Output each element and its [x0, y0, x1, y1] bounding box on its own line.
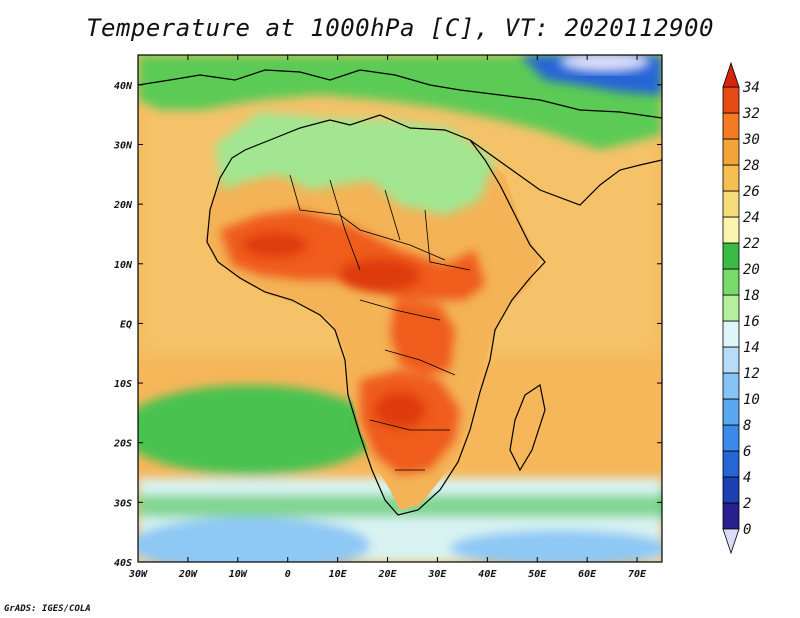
- colorbar-swatch: [722, 320, 740, 348]
- southern-cold-patch-west: [138, 517, 370, 562]
- colorbar-level-label: 10: [743, 392, 760, 408]
- colorbar-level-label: 24: [743, 210, 760, 226]
- colorbar-level-label: 12: [743, 366, 760, 382]
- south-atlantic-cool-band: [138, 385, 380, 475]
- madagascar-coastline: [509, 384, 546, 472]
- colorbar-level-label: 18: [743, 288, 760, 304]
- colorbar-under-arrow: [722, 528, 740, 555]
- southern-cold-patch-east: [450, 530, 662, 562]
- colorbar-swatch: [722, 294, 740, 322]
- lat-tick-label: 40S: [114, 558, 132, 569]
- colorbar-level-label: 34: [742, 80, 760, 96]
- map-title: Temperature at 1000hPa [C], VT: 20201129…: [86, 14, 714, 42]
- colorbar-level-label: 26: [743, 184, 760, 200]
- lon-tick-label: 20E: [377, 569, 397, 580]
- lat-tick-label: EQ: [120, 319, 132, 330]
- lon-tick-label: 60E: [578, 569, 597, 580]
- lat-tick-label: 10S: [114, 379, 132, 390]
- hottest-core-west: [243, 233, 307, 257]
- colorbar-level-label: 4: [743, 470, 751, 486]
- colorbar-swatch: [722, 112, 740, 140]
- colorbar-over-arrow: [722, 61, 740, 88]
- colorbar-level-label: 20: [743, 262, 760, 278]
- latitude-axis: 40N 30N 20N 10N EQ 10S 20S 30S 40S: [113, 81, 662, 569]
- colorbar-level-label: 16: [743, 314, 760, 330]
- colorbar-level-label: 6: [743, 444, 751, 460]
- grads-credit: GrADS: IGES/COLA: [4, 604, 91, 614]
- colorbar-level-label: 2: [743, 496, 751, 512]
- europe-coastline: [138, 69, 662, 119]
- lat-tick-label: 10N: [114, 260, 133, 271]
- lon-tick-label: 70E: [628, 569, 647, 580]
- colorbar-level-label: 30: [742, 132, 760, 148]
- northern-very-cold-patch: [560, 55, 650, 72]
- colorbar-swatch: [722, 476, 740, 504]
- colorbar-swatch: [722, 86, 740, 114]
- lon-tick-label: 30W: [128, 569, 148, 580]
- sahara-cool-field: [215, 112, 495, 215]
- colorbar-level-label: 14: [743, 340, 760, 356]
- europe-field: [138, 55, 662, 150]
- lon-tick-label: 10E: [329, 569, 348, 580]
- colorbar-swatch: [722, 190, 740, 218]
- coastlines: [138, 69, 662, 516]
- lat-tick-label: 20S: [113, 439, 132, 450]
- hottest-core-sahel: [340, 259, 420, 291]
- lat-tick-label: 20N: [113, 200, 133, 211]
- colorbar-swatch: [722, 242, 740, 270]
- colorbar-swatch: [722, 372, 740, 400]
- colorbar-swatch: [722, 164, 740, 192]
- lon-tick-label: 50E: [528, 569, 547, 580]
- colorbar-swatch: [722, 424, 740, 452]
- colorbar-swatch: [722, 268, 740, 296]
- colorbar-level-label: 8: [743, 418, 751, 434]
- map-frame: [137, 54, 663, 563]
- colorbar-swatch: [722, 346, 740, 374]
- colorbar-swatch: [722, 450, 740, 478]
- colorbar-swatch: [722, 138, 740, 166]
- lat-tick-label: 30N: [113, 140, 133, 151]
- colorbar-swatch: [722, 398, 740, 426]
- lon-tick-label: 40E: [478, 569, 497, 580]
- country-borders: [289, 174, 471, 471]
- colorbar-level-label: 28: [743, 158, 760, 174]
- africa-coastline: [206, 114, 546, 516]
- lat-tick-label: 40N: [114, 81, 133, 92]
- temperature-field: [138, 55, 662, 562]
- colorbar-swatch: [722, 216, 740, 244]
- colorbar-swatch: [722, 502, 740, 530]
- lon-tick-label: 30E: [427, 569, 447, 580]
- longitude-axis: 30W 20W 10W 0 10E 20E 30E 40E 50E 60E 70E: [128, 55, 647, 580]
- lon-tick-label: 10W: [229, 569, 248, 580]
- lon-tick-label: 20W: [178, 569, 198, 580]
- colorbar-level-label: 32: [742, 106, 760, 122]
- hottest-core-south: [375, 392, 425, 428]
- colorbar-level-label: 0: [743, 522, 751, 538]
- lon-tick-label: 0: [285, 569, 291, 580]
- lat-tick-label: 30S: [113, 498, 132, 509]
- red-sea-arabia: [469, 139, 662, 206]
- colorbar-level-label: 22: [743, 236, 760, 252]
